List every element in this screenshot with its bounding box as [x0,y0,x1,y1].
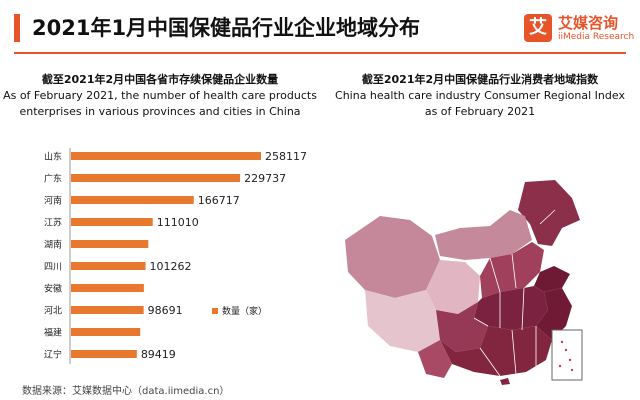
map-region-yunnan [418,340,452,378]
bar [71,152,261,160]
china-index-map [345,180,583,385]
data-label: 229737 [244,172,286,185]
category-label: 河北 [44,305,62,317]
bar [71,328,141,336]
header-divider [14,52,626,54]
map-region-central [474,286,548,330]
bar-chart-title-en-1: As of February 2021, the number of healt… [3,89,317,102]
bar [71,240,149,248]
category-label: 辽宁 [44,349,62,361]
map-region-east [536,288,572,340]
bar-chart-title-en-2: enterprises in various provinces and cit… [19,105,301,118]
page-title: 2021年1月中国保健品行业企业地域分布 [32,16,421,40]
map-region-south [440,326,552,376]
bar [71,196,194,204]
map-title: 截至2021年2月中国保健品行业消费者地域指数 China health car… [320,72,640,120]
map-region-northeast [518,180,580,246]
bar-chart-title: 截至2021年2月中国各省市存续保健品企业数量 As of February 2… [0,72,320,120]
map-region-gansu-qinghai [426,260,480,314]
map-title-cn: 截至2021年2月中国保健品行业消费者地域指数 [361,73,599,86]
bar [71,218,153,226]
data-label: 166717 [198,194,240,207]
bar-chart-title-cn: 截至2021年2月中国各省市存续保健品企业数量 [41,73,279,86]
data-label: 111010 [157,216,199,229]
category-label: 福建 [44,327,62,339]
map-region-sichuan [436,302,488,352]
map-title-en-2: as of February 2021 [424,105,536,118]
data-label: 98691 [148,304,183,317]
south-china-sea-inset [551,329,583,381]
inset-islands [558,340,574,372]
map-region-hainan [500,378,510,385]
map-region-shandong [534,266,570,292]
data-label: 101262 [150,260,192,273]
category-label: 安徽 [44,283,62,295]
bar [71,350,137,358]
data-label: 89419 [141,348,176,361]
logo-mark: 艾 [524,14,552,42]
logo-text-en: iiMedia Research [558,32,635,42]
logo-text-cn: 艾媒咨询 [558,14,619,32]
map-borders [473,209,556,377]
category-label: 湖南 [44,239,62,251]
map-title-en-1: China health care industry Consumer Regi… [335,89,625,102]
bar [71,284,144,292]
map-region-inner-mongolia [435,210,532,260]
title-accent-bar [14,14,20,42]
bar [71,262,146,270]
data-source: 数据来源：艾媒数据中心（data.iimedia.cn） [22,386,230,397]
legend-swatch [212,308,218,314]
bar [71,174,241,182]
category-label: 山东 [44,151,62,163]
map-region-north [480,242,544,298]
map-region-tibet [365,290,440,352]
brand-logo: 艾 艾媒咨询 iiMedia Research [524,12,634,52]
bar [71,306,144,314]
map-region-xinjiang [345,216,440,298]
category-label: 江苏 [44,217,62,229]
category-label: 河南 [44,195,62,207]
category-label: 广东 [44,173,62,185]
data-label: 258117 [265,150,307,163]
legend-label: 数量（家） [222,305,267,317]
category-label: 四川 [44,263,62,273]
